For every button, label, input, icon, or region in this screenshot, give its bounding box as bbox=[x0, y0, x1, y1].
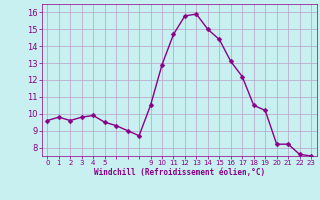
X-axis label: Windchill (Refroidissement éolien,°C): Windchill (Refroidissement éolien,°C) bbox=[94, 168, 265, 177]
